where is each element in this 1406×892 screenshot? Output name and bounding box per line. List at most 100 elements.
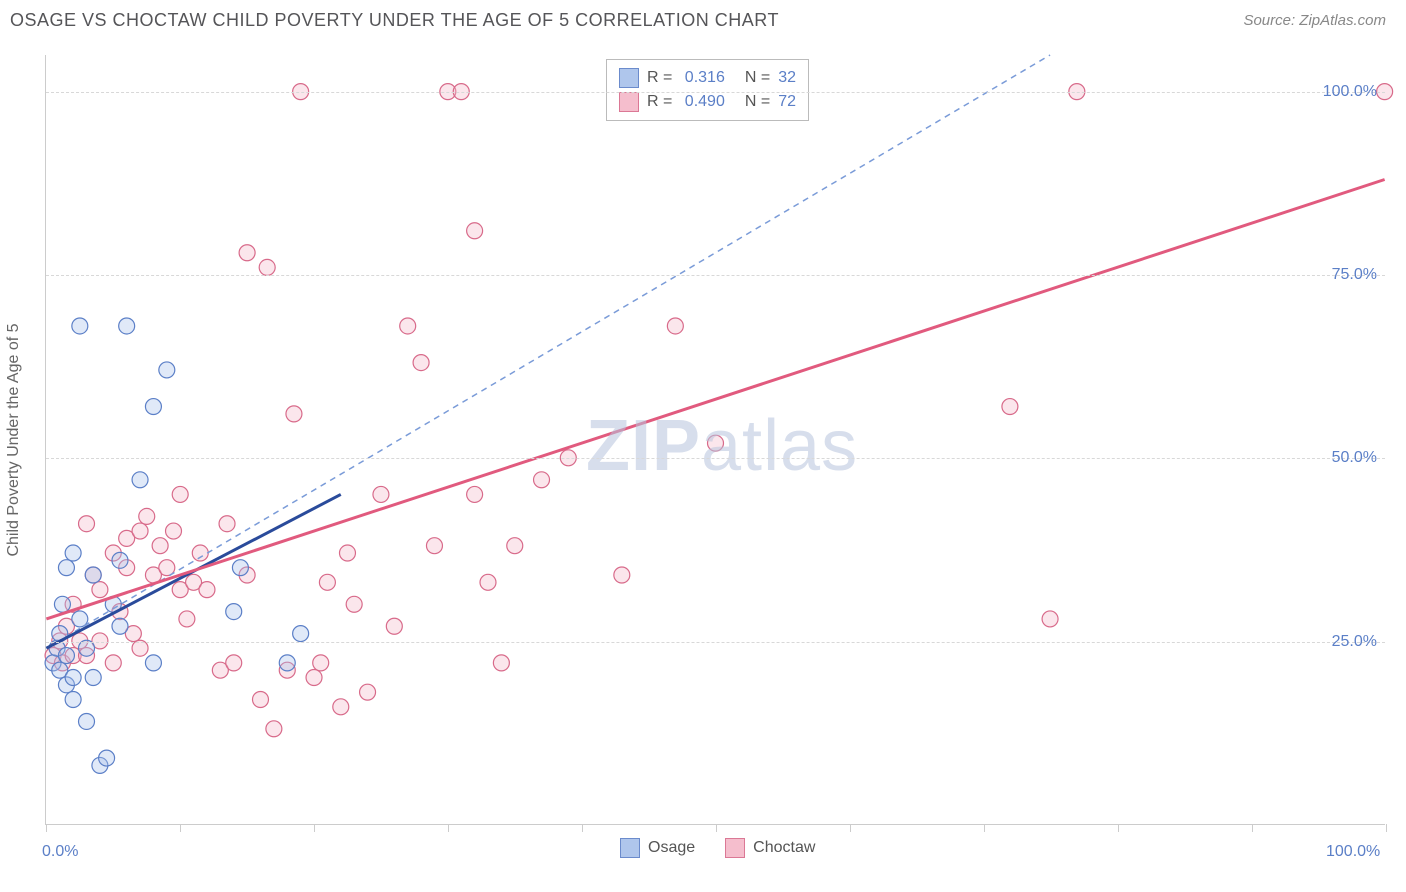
y-axis-title: Child Poverty Under the Age of 5: [5, 323, 23, 556]
data-point: [507, 538, 523, 554]
data-point: [467, 223, 483, 239]
data-point: [192, 545, 208, 561]
choctaw-n-value: 72: [778, 93, 796, 111]
x-tick: [1386, 824, 1387, 832]
correlation-legend: R = 0.316 N = 32 R = 0.490 N = 72: [606, 59, 809, 121]
x-tick: [314, 824, 315, 832]
data-point: [166, 523, 182, 539]
data-point: [119, 318, 135, 334]
x-tick: [180, 824, 181, 832]
choctaw-r-value: 0.490: [685, 93, 725, 111]
osage-swatch-icon: [620, 838, 640, 858]
x-tick: [1252, 824, 1253, 832]
x-tick: [1118, 824, 1119, 832]
data-point: [159, 362, 175, 378]
osage-legend-label: Osage: [648, 839, 695, 857]
data-point: [386, 618, 402, 634]
data-point: [72, 318, 88, 334]
data-point: [253, 692, 269, 708]
data-point: [266, 721, 282, 737]
y-tick-label: 50.0%: [1332, 449, 1377, 467]
y-tick-label: 100.0%: [1323, 83, 1377, 101]
data-point: [346, 596, 362, 612]
data-point: [373, 486, 389, 502]
x-tick: [850, 824, 851, 832]
n-label: N =: [745, 93, 770, 111]
data-point: [58, 560, 74, 576]
data-point: [313, 655, 329, 671]
choctaw-swatch-icon: [619, 92, 639, 112]
choctaw-legend-label: Choctaw: [753, 839, 815, 857]
x-tick: [46, 824, 47, 832]
data-point: [92, 582, 108, 598]
data-point: [54, 596, 70, 612]
y-tick-label: 25.0%: [1332, 633, 1377, 651]
x-tick: [448, 824, 449, 832]
data-point: [286, 406, 302, 422]
source-credit: Source: ZipAtlas.com: [1243, 12, 1386, 29]
data-point: [360, 684, 376, 700]
x-tick: [984, 824, 985, 832]
data-point: [65, 545, 81, 561]
data-point: [145, 655, 161, 671]
data-point: [480, 574, 496, 590]
y-tick-label: 75.0%: [1332, 266, 1377, 284]
data-point: [58, 648, 74, 664]
data-point: [226, 604, 242, 620]
data-point: [333, 699, 349, 715]
gridline: [46, 642, 1385, 643]
x-tick: [716, 824, 717, 832]
x-tick-label: 100.0%: [1326, 843, 1380, 861]
data-point: [614, 567, 630, 583]
data-point: [667, 318, 683, 334]
data-point: [152, 538, 168, 554]
osage-n-value: 32: [778, 69, 796, 87]
data-point: [172, 486, 188, 502]
data-point: [85, 670, 101, 686]
data-point: [708, 435, 724, 451]
data-point: [85, 567, 101, 583]
data-point: [339, 545, 355, 561]
data-point: [132, 523, 148, 539]
series-legend: Osage Choctaw: [620, 838, 815, 858]
choctaw-swatch-icon: [725, 838, 745, 858]
data-point: [105, 655, 121, 671]
data-point: [179, 611, 195, 627]
data-point: [239, 245, 255, 261]
data-point: [1002, 399, 1018, 415]
data-point: [306, 670, 322, 686]
n-label: N =: [745, 69, 770, 87]
gridline: [46, 458, 1385, 459]
data-point: [319, 574, 335, 590]
r-label: R =: [647, 93, 677, 111]
x-tick-label: 0.0%: [42, 843, 78, 861]
osage-r-value: 0.316: [685, 69, 725, 87]
data-point: [199, 582, 215, 598]
data-point: [226, 655, 242, 671]
data-point: [400, 318, 416, 334]
data-point: [79, 713, 95, 729]
data-point: [493, 655, 509, 671]
data-point: [139, 508, 155, 524]
data-point: [467, 486, 483, 502]
gridline: [46, 92, 1385, 93]
data-point: [112, 552, 128, 568]
data-point: [99, 750, 115, 766]
data-point: [219, 516, 235, 532]
data-point: [534, 472, 550, 488]
data-point: [413, 355, 429, 371]
data-point: [65, 692, 81, 708]
data-point: [293, 626, 309, 642]
data-point: [65, 670, 81, 686]
chart-title: OSAGE VS CHOCTAW CHILD POVERTY UNDER THE…: [10, 10, 779, 31]
chart-plot-area: ZIPatlas R = 0.316 N = 32 R = 0.490 N = …: [45, 55, 1385, 825]
osage-swatch-icon: [619, 68, 639, 88]
data-point: [112, 618, 128, 634]
data-point: [79, 516, 95, 532]
r-label: R =: [647, 69, 677, 87]
data-point: [1042, 611, 1058, 627]
data-point: [232, 560, 248, 576]
data-point: [132, 472, 148, 488]
data-point: [259, 259, 275, 275]
data-point: [279, 655, 295, 671]
